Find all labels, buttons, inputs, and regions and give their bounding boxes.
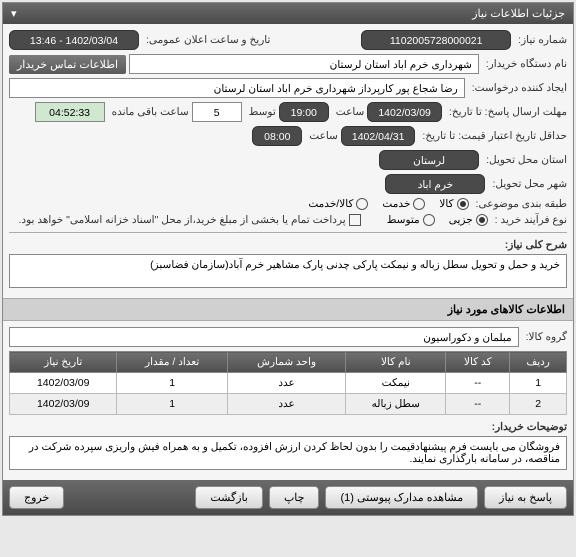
radio-service[interactable] (413, 198, 425, 210)
desc-label: شرح کلی نیاز: (505, 239, 567, 251)
cell: سطل زباله (346, 394, 446, 415)
buyer-notes-text: فروشگان می بایست فرم پیشنهادقیمت را بدون… (9, 436, 567, 470)
remain-label: ساعت باقی مانده (112, 106, 189, 118)
radio-both-label: کالا/خدمت (308, 198, 353, 210)
panel-title: جزئیات اطلاعات نیاز (472, 7, 565, 20)
reqno-label: شماره نیاز: (518, 34, 567, 46)
deadline-label: مهلت ارسال پاسخ: تا تاریخ: (449, 106, 567, 118)
category-radios: کالا خدمت کالا/خدمت (308, 198, 468, 210)
contact-link[interactable]: اطلاعات تماس خریدار (9, 55, 126, 74)
radio-medium-label: متوسط (387, 214, 420, 226)
footer-toolbar: پاسخ به نیاز مشاهده مدارک پیوستی (1) چاپ… (3, 480, 573, 515)
deadline-time-label: ساعت (336, 106, 365, 118)
cell: عدد (227, 394, 345, 415)
collapse-icon[interactable]: ▾ (11, 7, 17, 20)
buyer-label: نام دستگاه خریدار: (486, 58, 567, 70)
deadline-time: 19:00 (279, 102, 329, 122)
cell: 2 (510, 394, 567, 415)
table-header-row: ردیف کد کالا نام کالا واحد شمارش تعداد /… (10, 352, 567, 373)
extend-value: 5 (192, 102, 242, 122)
validity-label: حداقل تاریخ اعتبار قیمت: تا تاریخ: (422, 130, 567, 142)
th-name: نام کالا (346, 352, 446, 373)
category-label: طبقه بندی موضوعی: (476, 198, 567, 210)
payment-checkbox[interactable] (349, 214, 361, 226)
back-button[interactable]: بازگشت (195, 486, 263, 509)
province-label: استان محل تحویل: (486, 154, 567, 166)
validity-time: 08:00 (252, 126, 302, 146)
announce-value: 1402/03/04 - 13:46 (9, 30, 139, 50)
radio-service-label: خدمت (382, 198, 410, 210)
panel-body: شماره نیاز: 1102005728000021 تاریخ و ساع… (3, 24, 573, 298)
province-value: لرستان (379, 150, 479, 170)
remain-value: 04:52:33 (35, 102, 105, 122)
group-label: گروه کالا: (526, 331, 567, 343)
exit-button[interactable]: خروج (9, 486, 64, 509)
payment-note: پرداخت تمام یا بخشی از مبلغ خرید،از محل … (19, 214, 346, 226)
deadline-date: 1402/03/09 (367, 102, 442, 122)
cell: 1402/03/09 (10, 373, 117, 394)
th-qty: تعداد / مقدار (117, 352, 227, 373)
table-row: 1 -- نیمکت عدد 1 1402/03/09 (10, 373, 567, 394)
cell: عدد (227, 373, 345, 394)
cell: 1 (510, 373, 567, 394)
th-unit: واحد شمارش (227, 352, 345, 373)
extend-label: توسط (249, 106, 276, 118)
group-value: مبلمان و دکوراسیون (9, 327, 519, 347)
cell: -- (446, 373, 510, 394)
attachments-button[interactable]: مشاهده مدارک پیوستی (1) (325, 486, 478, 509)
details-panel: جزئیات اطلاعات نیاز ▾ شماره نیاز: 110200… (2, 2, 574, 516)
items-section-title: اطلاعات کالاهای مورد نیاز (3, 298, 573, 321)
panel-header: جزئیات اطلاعات نیاز ▾ (3, 3, 573, 24)
requester-value: رضا شجاع پور کارپرداز شهرداری خرم اباد ا… (9, 78, 465, 98)
cell: 1 (117, 373, 227, 394)
requester-label: ایجاد کننده درخواست: (472, 82, 567, 94)
radio-medium[interactable] (423, 214, 435, 226)
process-label: نوع فرآیند خرید : (495, 214, 567, 226)
cell: نیمکت (346, 373, 446, 394)
process-radios: جزیی متوسط (387, 214, 488, 226)
respond-button[interactable]: پاسخ به نیاز (484, 486, 567, 509)
radio-goods-label: کالا (439, 198, 453, 210)
table-row: 2 -- سطل زباله عدد 1 1402/03/09 (10, 394, 567, 415)
validity-time-label: ساعت (309, 130, 338, 142)
city-label: شهر محل تحویل: (492, 178, 567, 190)
cell: 1402/03/09 (10, 394, 117, 415)
validity-date: 1402/04/31 (341, 126, 416, 146)
radio-partial-label: جزیی (449, 214, 473, 226)
radio-goods[interactable] (457, 198, 469, 210)
buyer-value: شهرداری خرم اباد استان لرستان (129, 54, 479, 74)
cell: 1 (117, 394, 227, 415)
buyer-notes-label: توضیحات خریدار: (492, 421, 567, 433)
print-button[interactable]: چاپ (269, 486, 320, 509)
cell: -- (446, 394, 510, 415)
city-value: خرم اباد (385, 174, 485, 194)
radio-both[interactable] (356, 198, 368, 210)
th-index: ردیف (510, 352, 567, 373)
announce-label: تاریخ و ساعت اعلان عمومی: (146, 34, 270, 46)
radio-partial[interactable] (476, 214, 488, 226)
items-table: ردیف کد کالا نام کالا واحد شمارش تعداد /… (9, 351, 567, 415)
th-date: تاریخ نیاز (10, 352, 117, 373)
reqno-value: 1102005728000021 (361, 30, 511, 50)
desc-text: خرید و حمل و تحویل سطل زباله و نیمکت پار… (9, 254, 567, 288)
th-code: کد کالا (446, 352, 510, 373)
